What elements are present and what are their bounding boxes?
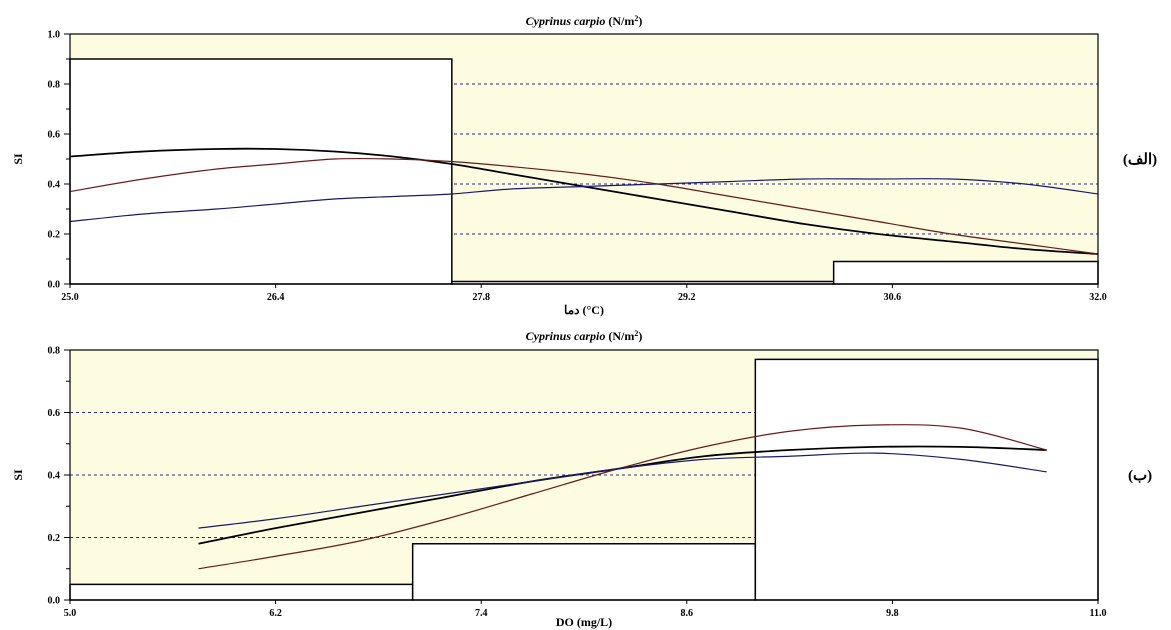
bar [411, 543, 757, 601]
chart-panel-alef: 0.0 0.2 0.4 0.6 0.8 1.0 25.0 26.4 27.8 29.2 30.6 3… [11, 14, 1157, 318]
y-tick-label: 0.0 [48, 596, 61, 607]
x-tick-label: 25.0 [61, 292, 79, 303]
bar [69, 58, 453, 285]
y-tick-label: 0.2 [48, 533, 61, 544]
y-tick-label: 0.6 [48, 408, 61, 419]
y-tick-label: 0.4 [48, 180, 61, 191]
title-unit-close: ) [638, 14, 642, 28]
y-tick-label: 0.8 [48, 346, 61, 357]
y-tick-label: 0.2 [48, 230, 61, 241]
chart-title: Cyprinus carpio (N/m2) [526, 329, 643, 344]
y-tick-label: 1.0 [48, 30, 61, 41]
title-unit-sup: 2 [634, 329, 638, 338]
x-tick-label: 5.0 [64, 608, 77, 619]
title-unit: (N/m [608, 329, 634, 343]
title-species: Cyprinus carpio [526, 329, 606, 343]
title-species: Cyprinus carpio [526, 14, 606, 28]
x-axis-ticks: 5.0 6.2 7.4 8.6 9.8 11.0 [64, 600, 1107, 619]
series-line [198, 452, 1047, 529]
y-axis-label: SI [11, 469, 25, 481]
x-tick-label: 30.6 [884, 292, 902, 303]
bar [754, 358, 1099, 601]
title-unit: (N/m [608, 14, 634, 28]
x-axis-label: دما (°C) [564, 303, 604, 317]
x-tick-label: 8.6 [681, 608, 694, 619]
x-tick-label: 9.8 [886, 608, 899, 619]
bar [832, 260, 1099, 285]
x-tick-label: 32.0 [1089, 292, 1107, 303]
y-tick-label: 0.6 [48, 130, 61, 141]
series-line [69, 147, 1099, 255]
y-tick-label: 0.4 [48, 471, 61, 482]
y-axis-label: SI [11, 153, 25, 165]
x-tick-label: 27.8 [472, 292, 490, 303]
y-tick-label: 0.0 [48, 280, 61, 291]
x-axis-ticks: 25.0 26.4 27.8 29.2 30.6 32.0 [61, 284, 1107, 303]
histogram-bars [69, 58, 1099, 285]
y-axis-ticks: 0.0 0.2 0.4 0.6 0.8 [48, 346, 70, 607]
series-line [69, 157, 1099, 255]
panel-label: (ب) [1128, 468, 1152, 484]
title-unit-close: ) [638, 329, 642, 343]
panel-label: (الف) [1123, 152, 1157, 168]
series-lines [69, 147, 1099, 255]
y-tick-label: 0.8 [48, 80, 61, 91]
x-tick-label: 29.2 [678, 292, 696, 303]
x-tick-label: 11.0 [1090, 608, 1107, 619]
histogram-bars [69, 358, 1099, 601]
series-line [69, 178, 1099, 223]
x-axis-label: DO (mg/L) [556, 615, 612, 629]
title-unit-sup: 2 [634, 14, 638, 23]
y-axis-ticks: 0.0 0.2 0.4 0.6 0.8 1.0 [48, 30, 70, 291]
bar [69, 583, 414, 601]
chart-title: Cyprinus carpio (N/m2) [526, 14, 643, 29]
x-tick-label: 7.4 [475, 608, 488, 619]
chart-panel-be: 0.0 0.2 0.4 0.6 0.8 5.0 6.2 7.4 8.6 9.8 11.0 Cypr… [11, 329, 1152, 630]
x-tick-label: 26.4 [267, 292, 285, 303]
series-lines [198, 424, 1047, 570]
x-tick-label: 6.2 [269, 608, 282, 619]
